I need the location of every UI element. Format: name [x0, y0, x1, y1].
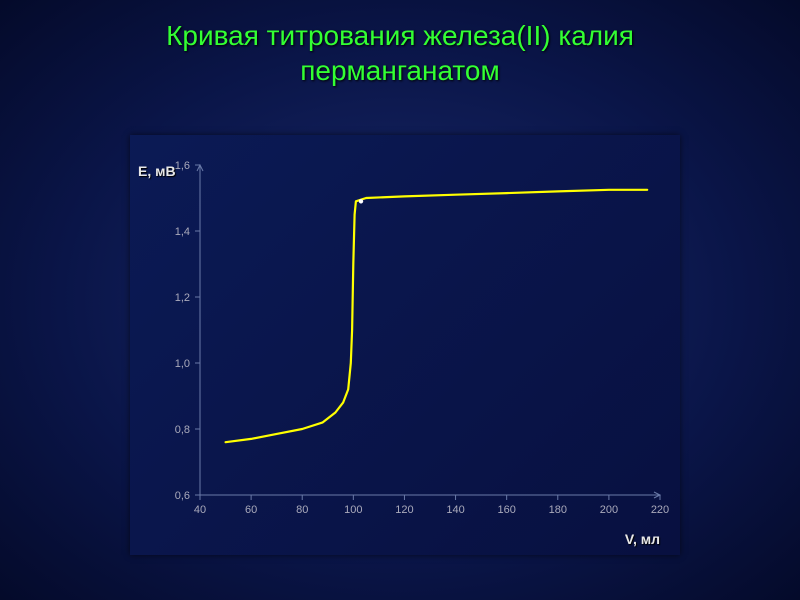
- title-line-2: перманганатом: [300, 55, 500, 86]
- x-tick-label: 140: [446, 504, 464, 516]
- y-tick-label: 0,6: [175, 490, 190, 502]
- x-tick-label: 180: [549, 504, 567, 516]
- x-tick-label: 40: [194, 504, 206, 516]
- title-line-1: Кривая титрования железа(II) калия: [166, 20, 634, 51]
- equivalence-point-marker: [359, 199, 363, 203]
- y-tick-label: 1,0: [175, 358, 190, 370]
- slide-title: Кривая титрования железа(II) калия перма…: [0, 0, 800, 88]
- x-tick-label: 220: [651, 504, 669, 516]
- y-tick-label: 0,8: [175, 424, 190, 436]
- titration-curve: [226, 190, 648, 442]
- x-tick-label: 60: [245, 504, 257, 516]
- x-tick-label: 160: [497, 504, 515, 516]
- x-tick-label: 80: [296, 504, 308, 516]
- y-tick-label: 1,6: [175, 160, 190, 172]
- x-tick-label: 120: [395, 504, 413, 516]
- titration-chart: E, мВ V, мл 4060801001201401601802002200…: [130, 135, 680, 555]
- y-tick-label: 1,4: [175, 226, 190, 238]
- y-tick-label: 1,2: [175, 292, 190, 304]
- x-tick-label: 200: [600, 504, 618, 516]
- x-tick-label: 100: [344, 504, 362, 516]
- chart-svg: 40 60 80 100 120 140 160 180 200 220 0,6 0,8 1,0 1,2 1…: [130, 135, 680, 555]
- slide: Кривая титрования железа(II) калия перма…: [0, 0, 800, 600]
